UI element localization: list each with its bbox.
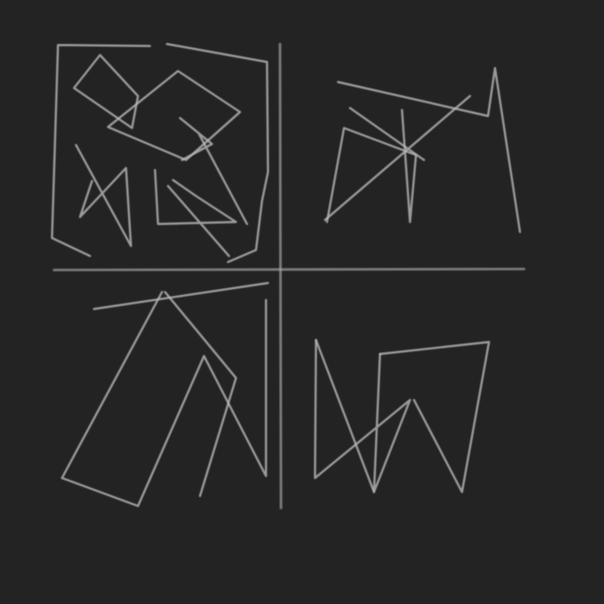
bl-triangle-big xyxy=(60,290,268,508)
tr-left-shape xyxy=(325,108,418,224)
br-zigzag-right xyxy=(314,338,491,494)
tl-square-rotated xyxy=(106,69,242,162)
bottom-right-sketch xyxy=(313,338,491,494)
tl-frame-left-bottom xyxy=(50,43,152,258)
top-left-sketch xyxy=(50,42,270,264)
br-zigzag-left xyxy=(313,338,412,494)
top-right-sketch xyxy=(323,66,522,234)
horizontal-divider xyxy=(52,267,526,272)
tr-diagonals xyxy=(323,94,472,222)
tl-lower-shape xyxy=(153,168,238,258)
tl-inner-lines xyxy=(178,116,249,226)
bottom-left-sketch xyxy=(60,281,270,508)
tr-long-top xyxy=(336,66,522,234)
tl-small-diamond xyxy=(72,53,140,130)
vertical-divider xyxy=(278,42,283,510)
tl-zigzag xyxy=(74,143,133,248)
bl-top-line xyxy=(92,281,270,311)
bl-inner-lines xyxy=(163,290,238,498)
tl-frame-top-right xyxy=(165,42,270,264)
